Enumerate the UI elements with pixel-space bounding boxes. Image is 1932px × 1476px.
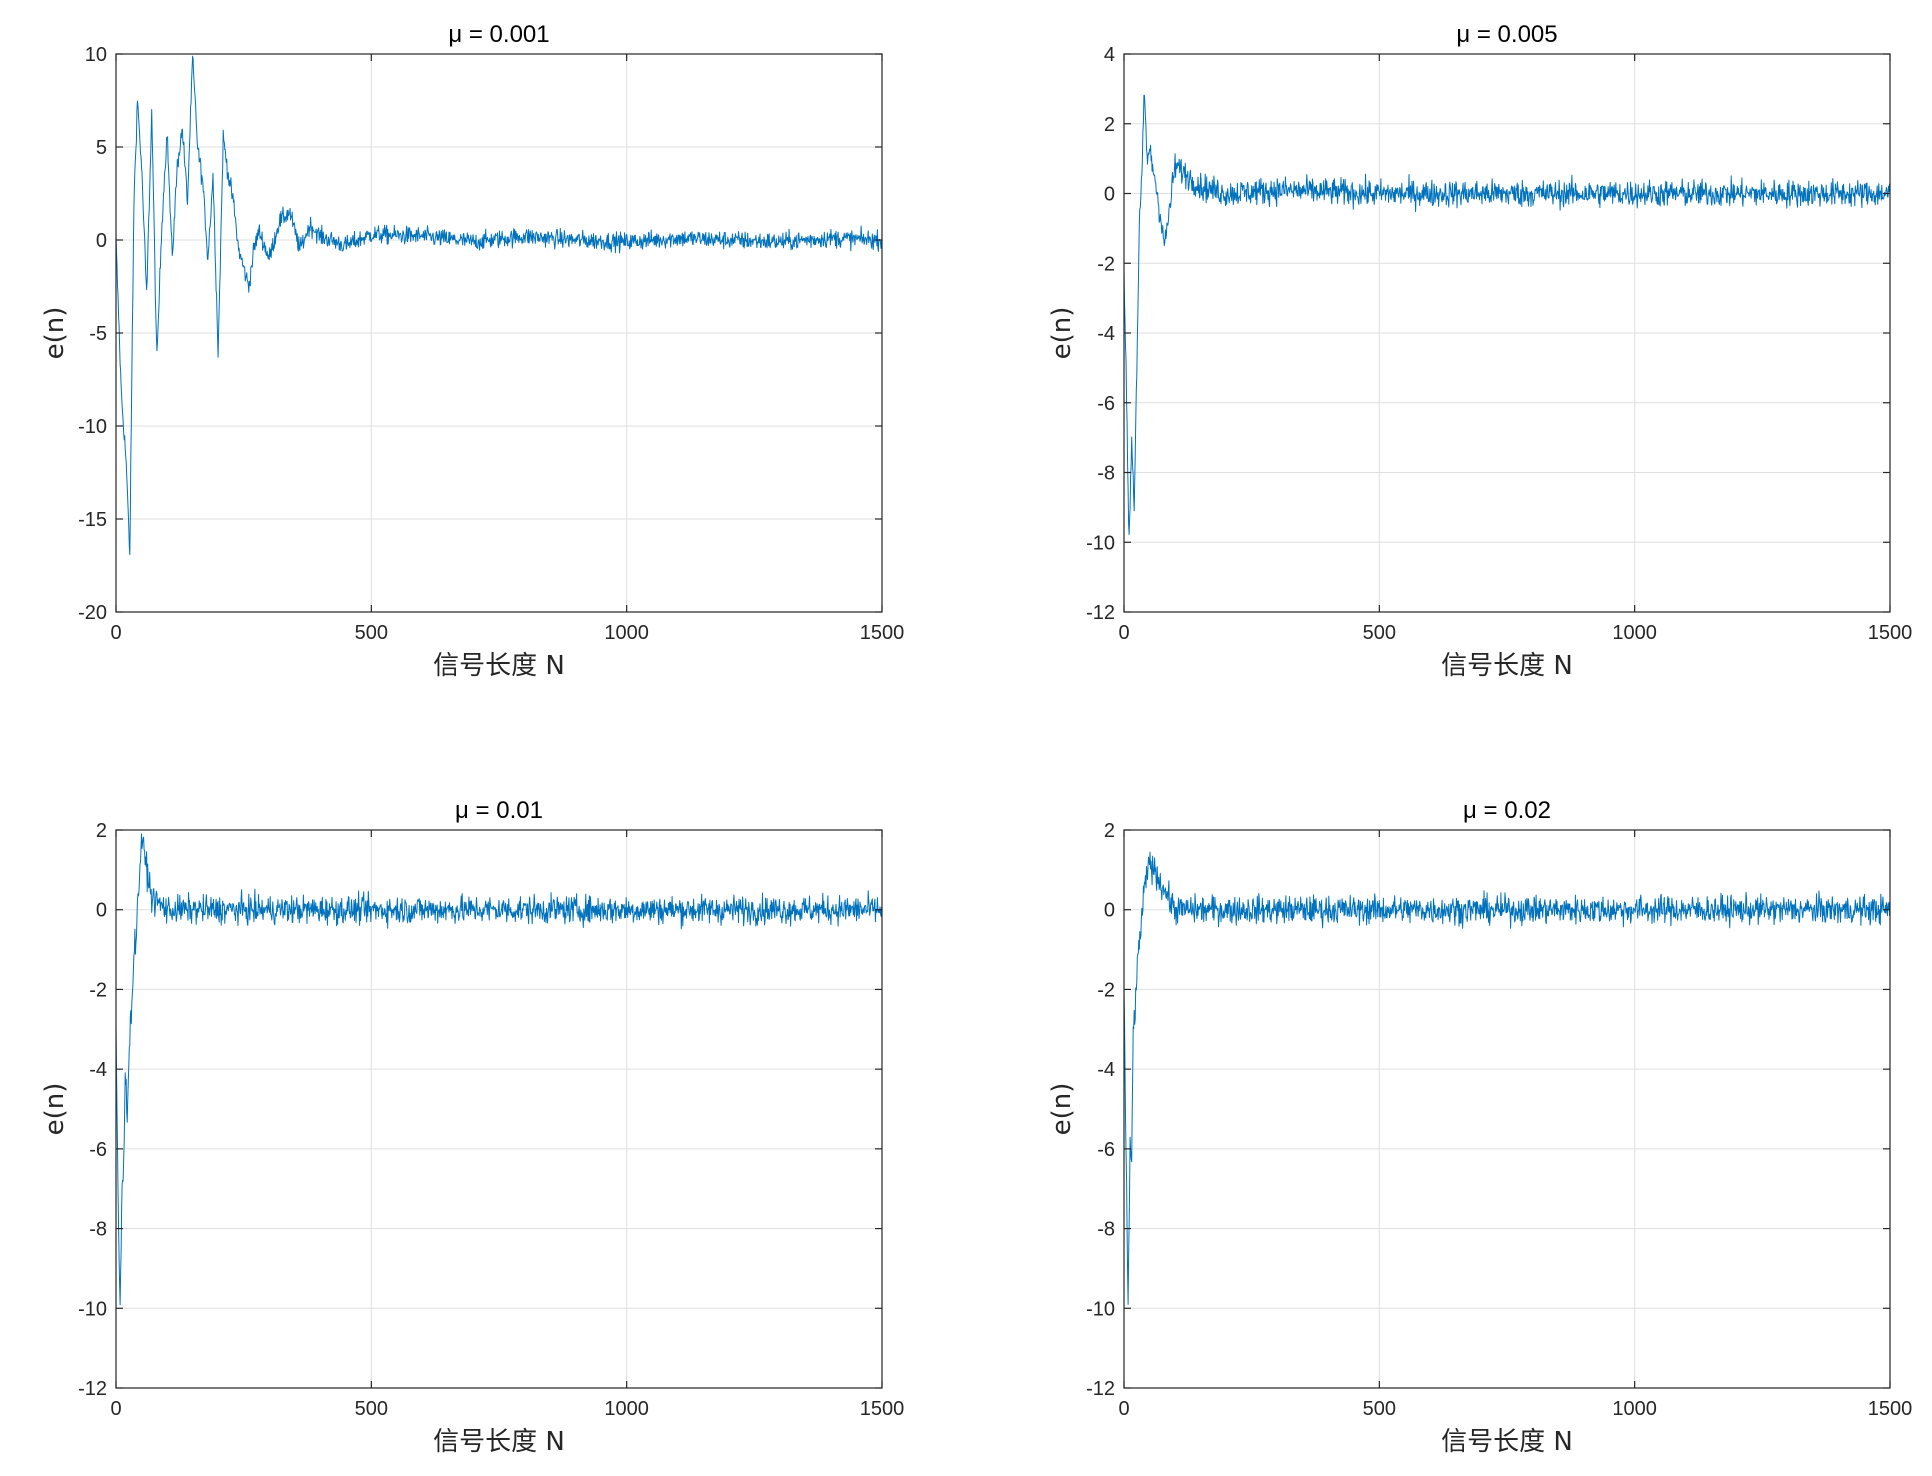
x-tick-label: 1000 [604,622,649,644]
subplot-title: μ = 0.001 [448,21,549,48]
y-tick-label: -6 [1097,1139,1115,1161]
subplot-title: μ = 0.005 [1456,21,1557,48]
y-axis-label: e(n) [1047,307,1077,360]
y-tick-label: -8 [89,1219,107,1241]
x-tick-label: 1500 [860,622,905,644]
subplot-mu-0-02: μ = 0.02 信号长度 N e(n) 0 500 1000 1500 -12 -10 -… [1047,797,1912,1457]
axes-frame [1123,829,1891,1389]
y-tick-label: 10 [85,44,107,66]
y-tick-label: -5 [89,323,107,345]
y-tick-label: -2 [1097,979,1115,1001]
subplot-mu-0-01: μ = 0.01 信号长度 N e(n) 0 500 1000 1500 -12 -10 -… [40,797,904,1457]
x-tick-label: 1000 [604,1398,649,1420]
x-axis-label: 信号长度 N [433,651,565,681]
data-series-line [1123,851,1891,1305]
y-tick-label: 0 [1104,900,1115,922]
y-tick-label: -12 [78,1378,107,1400]
x-tick-label: 1000 [1612,1398,1657,1420]
data-series-line [1123,94,1891,535]
y-tick-label: -4 [89,1059,107,1081]
y-tick-label: -6 [89,1139,107,1161]
x-tick-label: 1500 [1868,622,1913,644]
y-tick-label: -2 [89,979,107,1001]
x-tick-label: 0 [110,1398,121,1420]
x-tick-label: 0 [1118,1398,1129,1420]
x-tick-label: 500 [355,1398,388,1420]
y-tick-label: 2 [1104,820,1115,842]
y-tick-label: -4 [1097,1059,1115,1081]
y-tick-label: -10 [1086,532,1115,554]
y-tick-label: -8 [1097,463,1115,485]
subplot-mu-0-001: μ = 0.001 信号长度 N e(n) 0 500 1000 1500 -20 -15… [40,21,904,681]
y-tick-label: 0 [96,230,107,252]
y-tick-label: -2 [1097,253,1115,275]
data-series-line [115,55,883,556]
y-tick-label: -20 [78,602,107,624]
y-tick-label: -4 [1097,323,1115,345]
y-tick-label: 0 [1104,184,1115,206]
data-series-line [115,833,883,1306]
x-axis-label: 信号长度 N [433,1427,565,1457]
y-tick-label: -10 [78,1298,107,1320]
x-tick-label: 1000 [1612,622,1657,644]
x-axis-label: 信号长度 N [1441,1427,1573,1457]
y-axis-label: e(n) [40,1083,70,1136]
y-tick-label: 0 [96,900,107,922]
x-tick-label: 500 [1363,622,1396,644]
y-tick-label: -12 [1086,1378,1115,1400]
y-tick-label: -6 [1097,393,1115,415]
x-tick-label: 1500 [860,1398,905,1420]
x-tick-label: 0 [110,622,121,644]
y-axis-label: e(n) [1047,1083,1077,1136]
x-tick-label: 0 [1118,622,1129,644]
y-axis-label: e(n) [40,307,70,360]
axes-frame [115,829,883,1389]
subplot-mu-0-005: μ = 0.005 信号长度 N e(n) 0 500 1000 1500 -12 -10… [1047,21,1912,681]
y-tick-label: -15 [78,509,107,531]
x-tick-label: 500 [355,622,388,644]
y-tick-label: -8 [1097,1219,1115,1241]
x-axis-label: 信号长度 N [1441,651,1573,681]
y-tick-label: 2 [1104,114,1115,136]
y-tick-label: 5 [96,137,107,159]
y-tick-label: -10 [1086,1298,1115,1320]
x-tick-label: 500 [1363,1398,1396,1420]
subplot-title: μ = 0.01 [455,797,543,824]
subplot-title: μ = 0.02 [1463,797,1551,824]
y-tick-label: 4 [1104,44,1115,66]
x-tick-label: 1500 [1868,1398,1913,1420]
y-tick-label: 2 [96,820,107,842]
y-tick-label: -12 [1086,602,1115,624]
y-tick-label: -10 [78,416,107,438]
